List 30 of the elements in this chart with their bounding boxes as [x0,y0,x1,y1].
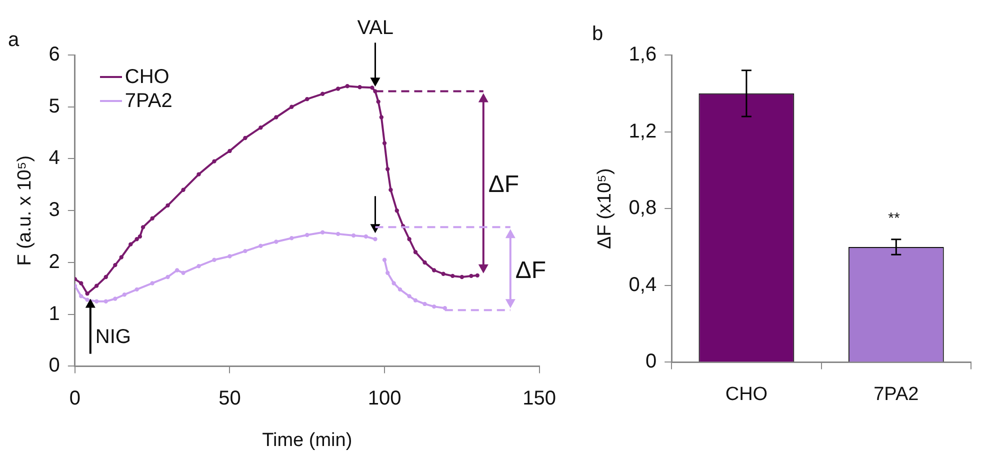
y-tick-label: 0,8 [628,197,657,220]
y-tick-label: 3 [48,199,60,222]
y-tick-label: 1 [48,302,60,325]
legend-label: CHO [124,65,170,89]
annotation: ΔF [488,171,520,198]
legend-label: 7PA2 [124,89,172,113]
y-tick-label: 2 [48,250,60,273]
annotation: ** [888,210,900,228]
x-tick-label: 50 [218,388,241,410]
y-tick-label: 0 [645,350,657,373]
x-tick-label: 0 [69,388,80,410]
x-tick-label: 100 [368,388,402,410]
y-tick-label: 5 [48,95,60,118]
x-tick-label: CHO [725,384,768,405]
x-tick-label: 7PA2 [874,384,919,405]
annotation: ΔF [515,256,546,284]
annotation: NIG [95,326,131,348]
annotation: VAL [357,16,394,39]
y-tick-label: 0,4 [628,274,657,296]
y-axis-title: ΔF (x10⁵) [594,168,616,249]
text: b [592,23,604,45]
x-tick-label: 150 [522,388,556,410]
text: a [8,29,20,51]
y-tick-label: 1,6 [628,44,657,66]
y-tick-label: 1,2 [628,120,657,142]
y-tick-label: 4 [48,147,60,170]
x-axis-title: Time (min) [262,430,352,451]
y-tick-label: 6 [48,44,60,66]
y-axis-title: F (a.u. x 10⁵) [14,155,36,266]
y-tick-label: 0 [48,354,60,377]
